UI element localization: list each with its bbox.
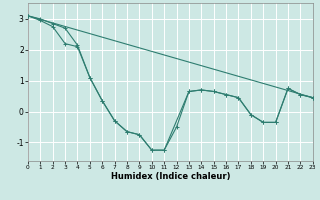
X-axis label: Humidex (Indice chaleur): Humidex (Indice chaleur) (111, 172, 230, 181)
